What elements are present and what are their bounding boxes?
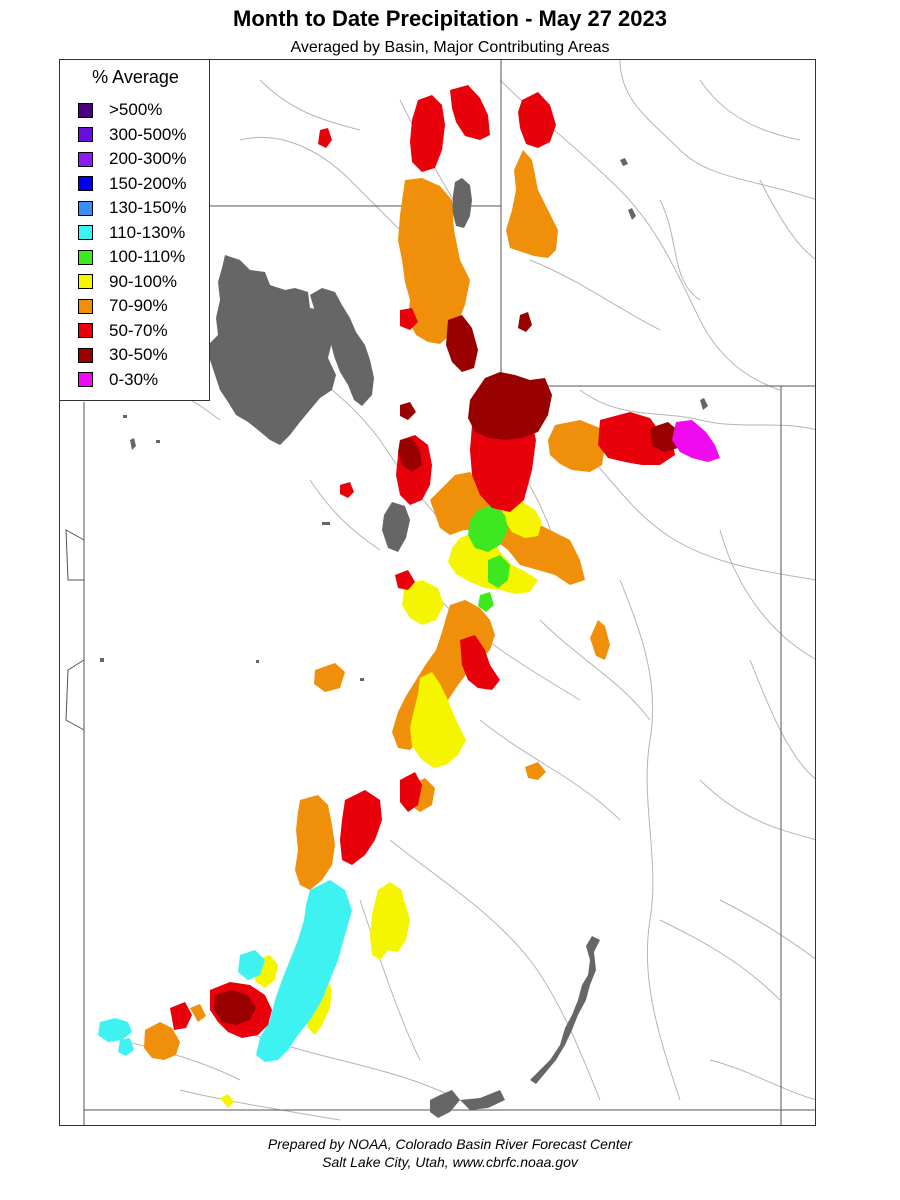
legend-swatch <box>78 298 93 314</box>
legend-item: 90-100% <box>78 272 177 292</box>
rivers-layer <box>99 60 815 1121</box>
legend-label: 50-70% <box>109 320 168 340</box>
legend-label: 90-100% <box>109 271 178 291</box>
basins-30-50 <box>214 312 680 1025</box>
legend-item: 300-500% <box>78 125 187 145</box>
legend-item: 150-200% <box>78 174 187 194</box>
legend-label: >500% <box>109 100 163 119</box>
legend-label: 70-90% <box>109 296 168 315</box>
legend-item: 100-110% <box>78 247 185 267</box>
footer-credit: Prepared by NOAA, Colorado Basin River F… <box>267 1136 633 1152</box>
legend-item: 130-150% <box>78 198 187 218</box>
legend-swatch <box>78 225 93 240</box>
legend-swatch <box>78 102 93 118</box>
basins-110-130 <box>98 880 352 1062</box>
footer-location: Salt Lake City, Utah, www.cbrfc.noaa.gov <box>322 1154 578 1170</box>
legend-item: 0-30% <box>78 370 158 390</box>
legend-swatch <box>78 274 93 289</box>
legend-label: 130-150% <box>109 198 187 217</box>
legend-item: 110-130% <box>78 223 185 243</box>
legend-label: 150-200% <box>109 173 187 193</box>
legend-swatch <box>78 323 93 338</box>
legend-label: 100-110% <box>109 247 186 266</box>
map-subtitle: Averaged by Basin, Major Contributing Ar… <box>290 39 610 56</box>
map-title: Month to Date Precipitation - May 27 202… <box>233 6 667 31</box>
legend-item: 70-90% <box>78 296 168 316</box>
legend-title: % Average <box>92 67 179 87</box>
legend-item: 50-70% <box>78 321 168 341</box>
legend-label: 110-130% <box>109 222 186 242</box>
legend-swatch <box>78 372 93 387</box>
legend-label: 300-500% <box>109 124 187 144</box>
legend-item: 30-50% <box>78 345 168 365</box>
small-water-specks <box>100 415 364 681</box>
legend-swatch <box>78 347 93 363</box>
legend-swatch <box>78 200 93 216</box>
legend-item: 200-300% <box>78 149 187 169</box>
map-canvas <box>65 60 815 1125</box>
basins-0-30 <box>672 420 720 462</box>
legend-swatch <box>78 127 93 142</box>
legend-item: >500% <box>78 100 162 120</box>
legend-label: 30-50% <box>109 345 168 364</box>
legend-swatch <box>78 249 93 265</box>
lakes-layer <box>130 158 708 1118</box>
legend-label: 200-300% <box>109 149 187 168</box>
legend-swatch <box>78 151 93 167</box>
state-borders <box>65 60 815 1125</box>
basins-100-110 <box>468 505 510 612</box>
legend-swatch <box>78 176 93 191</box>
legend-label: 0-30% <box>109 369 159 389</box>
legend: % Average >500% 300-500% 200-300% 150-200% 1… <box>59 59 210 401</box>
